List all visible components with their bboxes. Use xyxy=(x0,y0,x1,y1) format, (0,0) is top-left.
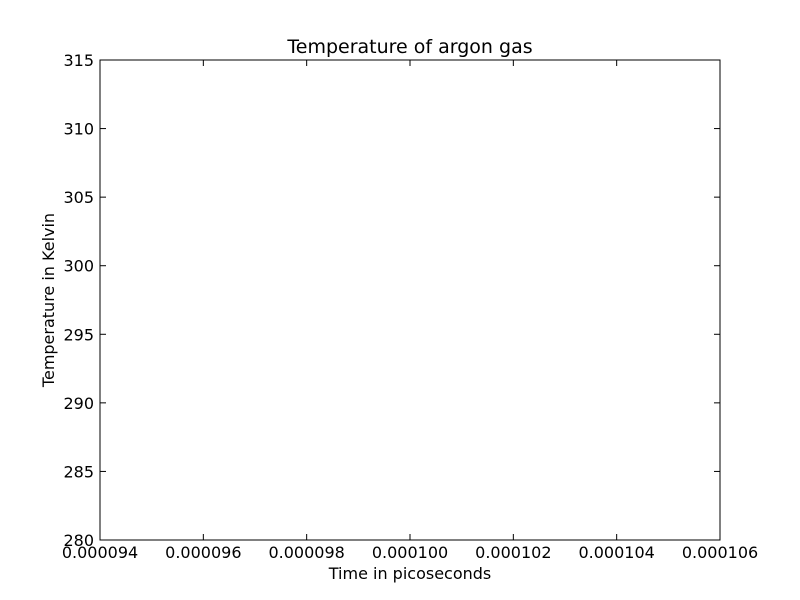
y-tick-label: 315 xyxy=(63,51,94,70)
y-tick-label: 290 xyxy=(63,394,94,413)
x-tick-label: 0.000094 xyxy=(62,543,138,562)
y-tick-label: 300 xyxy=(63,257,94,276)
x-axis-label: Time in picoseconds xyxy=(328,564,492,583)
y-tick-label: 310 xyxy=(63,120,94,139)
axis-tick-labels: 0.000094 0.000096 0.000098 0.000100 0.000102… xyxy=(62,51,758,562)
x-tick-label: 0.000098 xyxy=(268,543,344,562)
plot-area xyxy=(99,59,721,541)
y-tick-label: 295 xyxy=(63,325,94,344)
x-tick-label: 0.000106 xyxy=(682,543,758,562)
y-axis-label: Temperature in Kelvin xyxy=(39,213,58,388)
y-tick-label: 280 xyxy=(63,531,94,550)
x-tick-label: 0.000104 xyxy=(578,543,654,562)
y-tick-label: 305 xyxy=(63,188,94,207)
y-tick-label: 285 xyxy=(63,462,94,481)
x-tick-label: 0.000100 xyxy=(372,543,448,562)
x-tick-label: 0.000102 xyxy=(475,543,551,562)
axis-ticks xyxy=(99,59,721,541)
x-tick-label: 0.000096 xyxy=(165,543,241,562)
chart-title: Temperature of argon gas xyxy=(286,36,532,58)
